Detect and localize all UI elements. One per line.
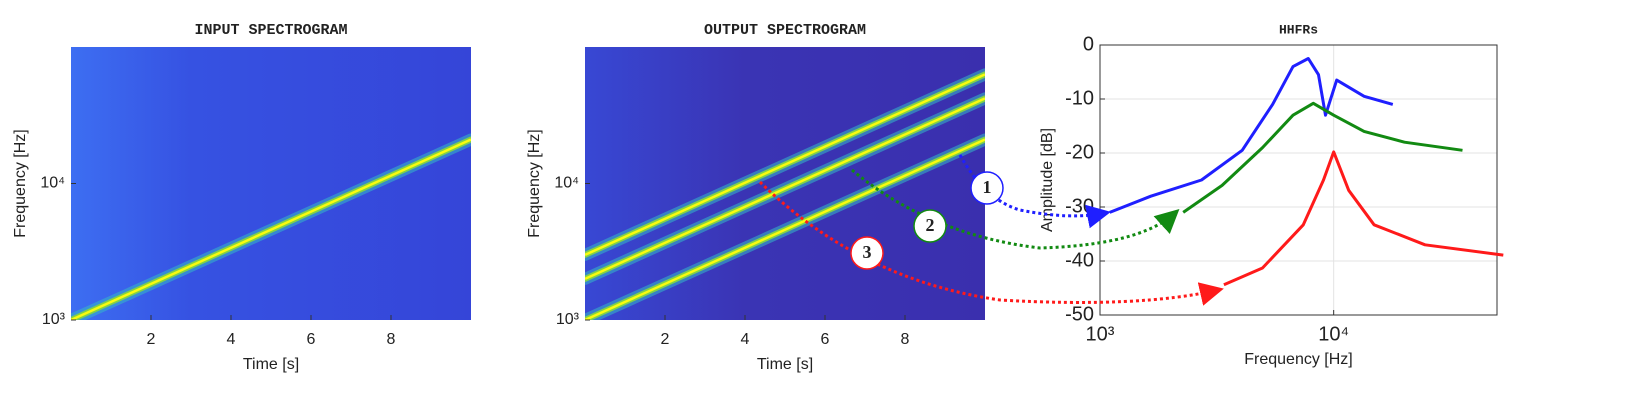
x-axis-label: Frequency [Hz] (1244, 351, 1352, 368)
y-tick-label: -30 (1065, 195, 1094, 217)
x-tick-label: 6 (821, 331, 830, 348)
annotation-label: 2 (926, 215, 935, 235)
chart-title: OUTPUT SPECTROGRAM (704, 22, 866, 39)
annotation-circle (913, 209, 947, 243)
annotation-circle (850, 236, 884, 270)
x-tick-label: 4 (741, 331, 750, 348)
chirp-line (585, 73, 985, 257)
x-tick-label: 2 (147, 331, 156, 348)
chirp-line (71, 138, 471, 320)
x-tick-label: 10³ (1086, 323, 1115, 345)
y-tick-label: 10⁴ (40, 175, 65, 192)
x-tick-label: 8 (387, 331, 396, 348)
plot-frame (1099, 44, 1498, 316)
y-tick-label: -20 (1065, 141, 1094, 163)
x-axis-label: Time [s] (757, 356, 813, 373)
chirp-line (585, 138, 985, 320)
y-axis-label: Frequency [Hz] (12, 129, 29, 237)
y-tick-label: -50 (1065, 303, 1094, 325)
annotation-label: 1 (983, 177, 992, 197)
plot-area (1100, 45, 1497, 315)
y-tick-label: 10⁴ (554, 175, 579, 192)
spectrogram-lines (71, 133, 471, 320)
chart-title: HHFRs (1279, 22, 1318, 37)
y-tick-label: -10 (1065, 87, 1094, 109)
x-tick-label: 6 (307, 331, 316, 348)
y-tick-label: 0 (1083, 33, 1094, 55)
annotation-circle (970, 171, 1004, 205)
y-tick-label: 10³ (42, 311, 66, 328)
spectrogram-lines (585, 68, 985, 320)
x-tick-label: 4 (227, 331, 236, 348)
x-tick-label: 2 (661, 331, 670, 348)
plots: 2 4 6 8 10³ 10⁴ INPUT SPECTROGRAM Time [s] Frequ… (12, 22, 1504, 373)
line (1223, 150, 1504, 287)
y-tick-label: -40 (1065, 249, 1094, 271)
spectrogram-background (71, 47, 471, 320)
x-axis-label: Time [s] (243, 356, 299, 373)
annotation-arrow (758, 180, 1224, 306)
chirp-line (585, 97, 985, 281)
x-tick-label: 10⁴ (1318, 323, 1349, 345)
annotation-arrow (851, 168, 1180, 250)
y-tick-label: 10³ (556, 311, 580, 328)
y-axis-label: Amplitude [dB] (1039, 128, 1056, 232)
line (1182, 101, 1463, 214)
annotations: 1 2 3 (758, 154, 1224, 306)
x-tick-label: 8 (901, 331, 910, 348)
annotation-label: 3 (863, 242, 872, 262)
annotation-arrow (958, 154, 1111, 229)
chart-title: INPUT SPECTROGRAM (194, 22, 347, 39)
line (1109, 57, 1394, 214)
y-axis-label: Frequency [Hz] (526, 129, 543, 237)
